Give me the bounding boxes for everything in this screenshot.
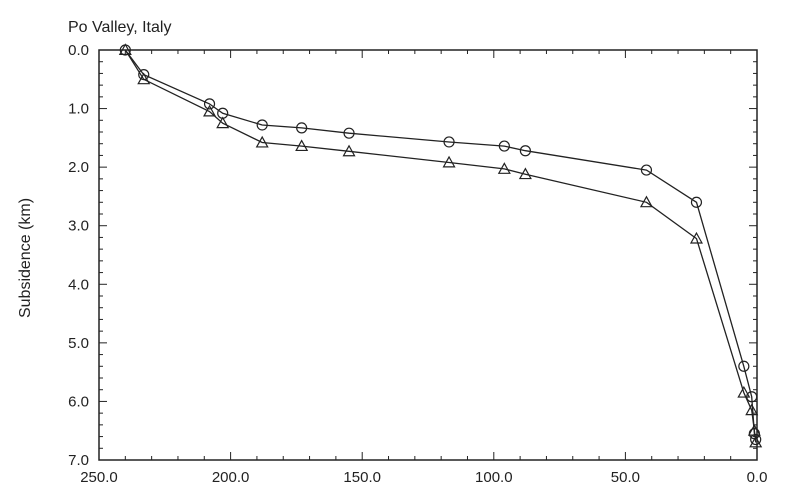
data-point-circle [640,164,653,176]
y-tick-label: 2.0 [68,159,89,176]
y-tick-label: 3.0 [68,218,89,235]
data-point-triangle [497,162,511,174]
series-layer [118,43,763,448]
data-point-triangle [342,144,356,157]
data-point-triangle [216,116,230,129]
axis-ticks: 250.0 200.0 150.0 100.0 50.0 0.0 0.0 1.0 2.0 3.0 4… [68,42,767,486]
data-point-triangle [255,135,269,148]
data-point-triangle [295,139,309,152]
plot-frame [98,49,758,461]
x-tick-label: 50.0 [611,469,640,486]
y-tick-label: 5.0 [68,335,89,352]
data-point-triangle [137,72,151,85]
data-point-triangle [749,435,763,448]
data-point-circle [343,127,355,139]
data-point-triangle [203,104,217,117]
x-tick-label: 250.0 [80,469,118,486]
series-line-circle [124,49,757,440]
y-tick-label: 7.0 [68,452,89,469]
x-tick-label: 150.0 [343,469,381,486]
y-tick-label: 0.0 [68,42,89,59]
x-tick-label: 0.0 [747,469,768,486]
x-tick-label: 100.0 [475,469,513,486]
data-point-circle [296,122,308,134]
y-tick-label: 4.0 [68,276,89,293]
data-point-triangle [745,403,759,416]
data-point-circle [750,433,762,446]
y-tick-label: 1.0 [68,101,89,118]
series-line-triangle [124,49,757,443]
data-point-triangle [518,167,532,180]
data-point-triangle [747,423,761,436]
data-point-triangle [737,385,751,398]
data-point-circle [443,136,455,148]
data-point-circle [203,98,216,110]
chart-title: Po Valley, Italy [68,19,171,36]
data-point-circle [498,140,510,152]
data-point-triangle [442,155,456,168]
data-point-circle [738,360,750,372]
data-point-triangle [118,43,132,56]
data-point-triangle [639,195,653,208]
data-point-circle [519,145,531,157]
data-point-circle [690,196,703,208]
y-axis-label: Subsidence (km) [17,198,34,318]
y-tick-label: 6.0 [68,393,89,410]
x-tick-label: 200.0 [212,469,250,486]
data-point-circle [256,119,268,131]
data-point-triangle [689,231,703,244]
